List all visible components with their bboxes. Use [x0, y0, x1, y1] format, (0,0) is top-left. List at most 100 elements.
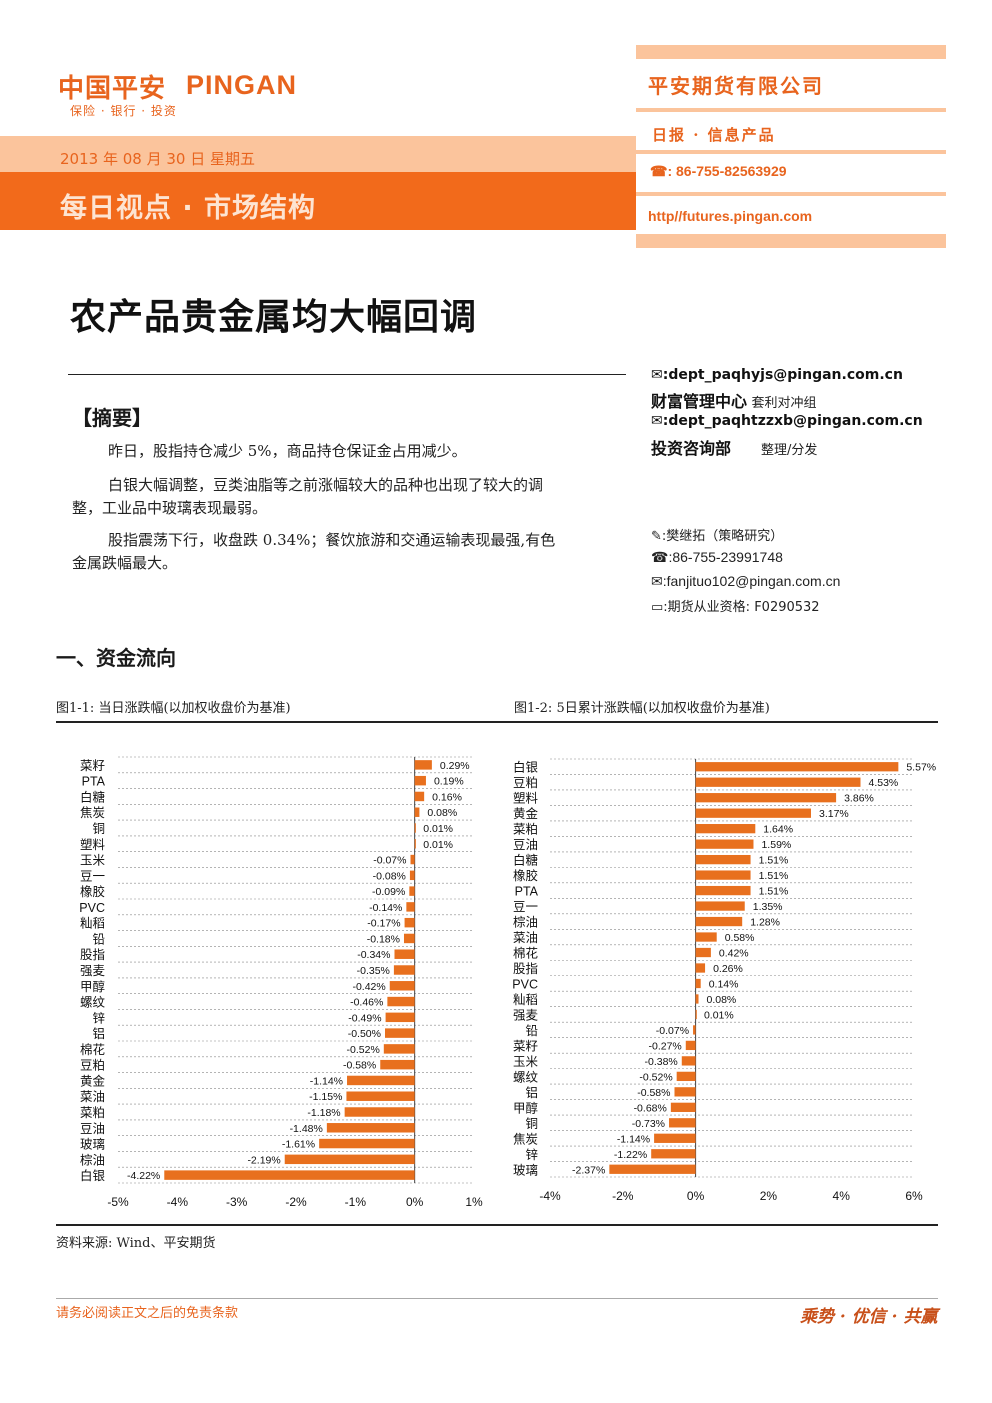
- chart-5day-change: 白银 5.57% 豆粕 4.53% 塑料 3.86% 黄金 3.17% 菜粕 1.64% 豆油 1.5…: [512, 758, 936, 1203]
- chart-2-category-label: 棉花: [513, 946, 538, 961]
- chart-daily-change: 菜籽 0.29% PTA 0.19% 白糖 0.16% 焦炭 0.08% 铜 0.01% 塑料 0.0…: [79, 756, 483, 1209]
- summary-paragraph-3-line-2: 金属跌幅最大。: [72, 554, 178, 572]
- chart-1-category-label: 白糖: [80, 789, 106, 804]
- chart-2-value-label: -0.38%: [644, 1056, 677, 1068]
- figure-2-caption: 图1-2: 5日累计涨跌幅(以加权收盘价为基准): [514, 701, 770, 716]
- chart-1-bar-25: [284, 1154, 415, 1165]
- contact-dept-2: 投资咨询部 整理/分发: [651, 439, 818, 458]
- product-type: 日报 · 信息产品: [652, 126, 776, 144]
- chart-2-category-label: 籼稻: [513, 992, 538, 1007]
- chart-1-value-label: -0.42%: [352, 981, 385, 993]
- chart-1-bar-16: [385, 1012, 415, 1023]
- report-date: 2013 年 08 月 30 日 星期五: [60, 150, 255, 168]
- chart-2-bar-13: [695, 963, 706, 973]
- chart-2-bar-15: [695, 994, 699, 1004]
- chart-1-category-label: PTA: [82, 775, 106, 789]
- chart-2-bar-22: [670, 1102, 696, 1112]
- figure-1-caption: 图1-1: 当日涨跌幅(以加权收盘价为基准): [56, 701, 291, 716]
- figure-bottom-rule: [56, 1224, 938, 1226]
- author-email[interactable]: ✉:fanjituo102@pingan.com.cn: [651, 573, 841, 589]
- chart-1-tick-label: 1%: [465, 1195, 483, 1209]
- chart-1-category-label: 橡胶: [80, 884, 105, 899]
- contact-email-1[interactable]: ✉:dept_paqhyjs@pingan.com.cn: [651, 367, 903, 383]
- chart-1-value-label: -0.08%: [373, 870, 406, 882]
- chart-1-tick-label: 0%: [406, 1195, 424, 1209]
- chart-1-category-label: 焦炭: [80, 806, 105, 820]
- chart-2-bar-23: [669, 1118, 696, 1128]
- right-header-bar-bottom: [636, 234, 946, 248]
- chart-2-value-label: 0.01%: [704, 1009, 734, 1021]
- chart-2-value-label: -1.14%: [617, 1133, 650, 1145]
- chart-2-value-label: 0.08%: [707, 994, 737, 1006]
- chart-1-value-label: -0.58%: [343, 1060, 376, 1072]
- chart-2-value-label: 1.59%: [761, 839, 791, 851]
- chart-2-category-label: 玉米: [513, 1055, 539, 1069]
- company-name: 平安期货有限公司: [648, 74, 824, 98]
- section-heading-fund-flow: 一、资金流向: [56, 646, 176, 670]
- chart-2-tick-label: 0%: [687, 1189, 705, 1203]
- chart-2-category-label: 甲醇: [513, 1100, 538, 1115]
- chart-2-category-label: 菜粕: [513, 822, 538, 837]
- chart-2-bar-20: [676, 1071, 696, 1082]
- chart-2-value-label: 1.51%: [759, 855, 789, 867]
- chart-1-bar-2: [414, 791, 425, 802]
- chart-2-category-label: 菜籽: [513, 1039, 538, 1053]
- chart-1-bar-4: [414, 823, 416, 833]
- phone-icon: ☎:: [650, 163, 676, 179]
- chart-1-bar-10: [404, 917, 415, 928]
- mail-icon: ✉: [651, 573, 663, 589]
- chart-1-bar-22: [344, 1107, 415, 1117]
- right-header-divider: [636, 150, 946, 154]
- chart-1-value-label: -1.14%: [310, 1075, 343, 1087]
- logo-english: PINGAN: [186, 70, 298, 100]
- chart-2-value-label: -0.73%: [632, 1118, 665, 1130]
- right-header-divider: [636, 108, 946, 112]
- chart-2-category-label: 螺纹: [513, 1070, 539, 1084]
- chart-1-bar-23: [326, 1123, 415, 1133]
- company-phone-number: 86-755-82563929: [676, 163, 787, 179]
- chart-1-bar-1: [414, 775, 426, 786]
- chart-1-value-label: -2.19%: [247, 1154, 280, 1166]
- chart-2-bar-25: [651, 1149, 696, 1159]
- chart-1-category-label: 锌: [92, 1011, 105, 1025]
- chart-2-bar-7: [695, 870, 751, 880]
- company-url[interactable]: http//futures.pingan.com: [648, 208, 813, 224]
- right-header-divider: [636, 192, 946, 196]
- summary-paragraph-1: 昨日，股指持仓减少 5%，商品持仓保证金占用减少。: [108, 442, 467, 460]
- disclaimer-link[interactable]: 请务必阅读正文之后的免责条款: [56, 1306, 239, 1321]
- chart-2-tick-label: -4%: [539, 1189, 561, 1203]
- chart-1-bar-13: [393, 965, 415, 975]
- chart-1-category-label: 籼稻: [80, 916, 105, 931]
- chart-2-bar-24: [654, 1133, 696, 1143]
- chart-2-value-label: 1.51%: [759, 886, 789, 898]
- chart-1-value-label: 0.29%: [440, 760, 470, 772]
- chart-2-category-label: PTA: [515, 885, 539, 899]
- chart-2-value-label: 4.53%: [868, 777, 898, 789]
- chart-2-category-label: 焦炭: [513, 1132, 538, 1146]
- chart-1-category-label: 菜粕: [80, 1105, 105, 1120]
- chart-2-value-label: 0.58%: [725, 932, 755, 944]
- logo-chinese: 中国平安: [58, 74, 167, 104]
- chart-1-value-label: -0.18%: [367, 933, 400, 945]
- mail-icon: ✉: [651, 413, 663, 429]
- chart-1-value-label: -1.15%: [309, 1091, 342, 1103]
- chart-2-bar-10: [695, 916, 743, 927]
- chart-2-value-label: 5.57%: [906, 762, 936, 774]
- chart-2-bar-17: [693, 1025, 696, 1035]
- chart-1-value-label: -0.34%: [357, 949, 390, 961]
- chart-1-category-label: 玻璃: [80, 1138, 105, 1152]
- chart-2-category-label: 黄金: [513, 806, 539, 821]
- chart-2-value-label: 0.14%: [709, 978, 739, 990]
- logo-tagline: 保险 · 银行 · 投资: [70, 104, 177, 118]
- chart-1-bar-6: [410, 854, 415, 865]
- chart-1-value-label: -0.07%: [373, 855, 406, 867]
- chart-2-bar-11: [695, 932, 717, 942]
- chart-2-bar-18: [685, 1040, 696, 1051]
- chart-2-bar-4: [695, 824, 756, 834]
- chart-2-category-label: 铜: [525, 1116, 538, 1131]
- contact-email-2[interactable]: ✉:dept_paqhtzzxb@pingan.com.cn: [651, 413, 923, 429]
- chart-1-bar-5: [414, 839, 416, 849]
- chart-1-value-label: 0.01%: [423, 839, 453, 851]
- section-band: [0, 172, 636, 230]
- data-source: 资料来源: Wind、平安期货: [56, 1236, 216, 1251]
